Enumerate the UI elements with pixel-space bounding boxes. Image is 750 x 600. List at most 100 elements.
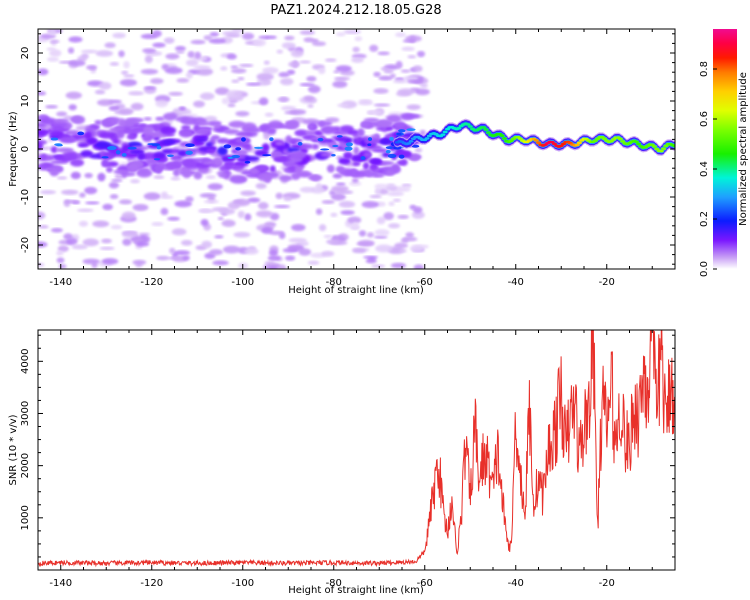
heatmap-noise-blob [46, 47, 56, 51]
heatmap-noise-blob [108, 181, 120, 189]
heatmap-noise-blob [373, 71, 381, 77]
heatmap-noise-blob [332, 80, 348, 88]
heatmap-noise-blob [114, 109, 133, 115]
heatmap-noise-blob [130, 102, 144, 111]
heatmap-band-blob [121, 143, 131, 153]
heatmap-noise-blob [160, 191, 168, 198]
heatmap-noise-blob [263, 132, 271, 140]
heatmap-noise-blob [81, 49, 98, 54]
heatmap-band-blob [193, 171, 203, 180]
heatmap-noise-blob [214, 235, 224, 239]
heatmap-band-blob [344, 170, 353, 176]
heatmap-noise-blob [395, 32, 407, 38]
colorbar-ticks: 0.0 0.2 0.4 0.6 0.8 [699, 61, 717, 277]
heatmap-band-blob [229, 174, 248, 184]
snr-x-tick-label: -140 [49, 578, 72, 589]
heatmap-noise-blob [176, 78, 190, 83]
spectrogram-x-tick-label: -100 [231, 277, 254, 288]
heatmap-noise-blob [276, 49, 284, 54]
heatmap-noise-blob [233, 199, 244, 204]
heatmap-band-blob [228, 120, 246, 128]
heatmap-noise-blob [277, 97, 290, 102]
heatmap-noise-blob [222, 31, 240, 36]
heatmap-band-blob [290, 150, 307, 160]
heatmap-noise-blob [318, 67, 326, 75]
heatmap-noise-blob [220, 66, 228, 71]
heatmap-noise-blob [383, 69, 394, 74]
heatmap-noise-blob [401, 46, 415, 51]
heatmap-ridge-core [574, 143, 580, 147]
heatmap-noise-blob [143, 86, 157, 90]
heatmap-noise-blob [298, 248, 312, 256]
heatmap-noise-blob [315, 208, 323, 215]
heatmap-band-blob [97, 172, 106, 182]
heatmap-noise-blob [343, 29, 362, 35]
heatmap-noise-blob [164, 66, 183, 75]
heatmap-band-blob [287, 147, 300, 153]
heatmap-noise-blob [255, 210, 273, 218]
heatmap-noise-blob [255, 183, 267, 190]
heatmap-ridge-core [633, 140, 639, 144]
heatmap-noise-blob [291, 223, 306, 232]
heatmap-band-blob [311, 143, 319, 150]
heatmap-noise-blob [94, 89, 106, 95]
heatmap-band-blob [38, 141, 43, 151]
heatmap-band-blob [213, 156, 223, 166]
heatmap-noise-blob [349, 181, 362, 186]
spectrogram-x-ticks: -140 -120 -100 -80 -60 -40 -20 [37, 29, 676, 288]
heatmap-noise-blob [119, 79, 138, 87]
heatmap-noise-blob [326, 239, 340, 245]
heatmap-band-blob [347, 129, 359, 135]
heatmap-noise-blob [409, 204, 417, 210]
heatmap-band-blob [195, 129, 210, 136]
heatmap-noise-blob [50, 227, 63, 233]
heatmap-bright-spot [360, 156, 366, 161]
heatmap-band-blob [163, 139, 176, 145]
spectrogram-y-ticks: -20 -10 0 10 20 [20, 33, 675, 265]
heatmap-bright-spot [385, 146, 394, 150]
heatmap-band-blob [257, 173, 273, 182]
heatmap-noise-blob [351, 57, 364, 63]
heatmap-noise-blob [397, 214, 410, 219]
heatmap-band-blob [275, 141, 284, 146]
heatmap-noise-blob [415, 88, 430, 96]
heatmap-ridge-core [592, 139, 598, 142]
heatmap-ridge-core [576, 141, 582, 145]
heatmap-noise-blob [335, 65, 352, 72]
heatmap-noise-blob [77, 208, 94, 213]
heatmap-bright-spot [262, 154, 272, 157]
heatmap-noise-blob [212, 260, 229, 266]
heatmap-noise-blob [283, 196, 292, 202]
heatmap-noise-blob [287, 244, 304, 251]
heatmap-band-blob [155, 165, 163, 174]
heatmap-noise-blob [110, 224, 123, 230]
spectrogram-x-tick-label: -60 [417, 277, 433, 288]
heatmap-noise-blob [411, 211, 425, 219]
snr-y-tick-label: 2000 [20, 453, 31, 478]
heatmap-noise-blob [38, 225, 49, 229]
heatmap-ridge-core [672, 144, 675, 148]
heatmap-noise-blob [402, 39, 416, 43]
heatmap-band-blob [279, 175, 293, 182]
heatmap-band-blob [165, 161, 182, 170]
heatmap-band-blob [218, 172, 228, 178]
heatmap-bright-spot [320, 148, 330, 151]
heatmap-noise-blob [193, 100, 205, 108]
heatmap-noise-blob [185, 196, 194, 203]
heatmap-noise-blob [299, 186, 315, 193]
heatmap-noise-blob [373, 103, 391, 107]
heatmap-bright-spot [185, 150, 193, 155]
heatmap-noise-blob [203, 35, 213, 41]
heatmap-noise-blob [378, 75, 393, 81]
heatmap-noise-blob [85, 201, 100, 205]
heatmap-band-blob [267, 127, 277, 135]
heatmap-noise-blob [369, 194, 382, 199]
snr-x-ticks: -140 -120 -100 -80 -60 -40 -20 [37, 330, 676, 589]
spectrogram-y-label: Frequency (Hz) [8, 111, 19, 187]
heatmap-noise-blob [161, 63, 169, 71]
heatmap-bright-spot [101, 156, 109, 159]
heatmap-noise-blob [132, 203, 149, 212]
heatmap-bright-spot [107, 145, 117, 151]
snr-panel: -140 -120 -100 -80 -60 -40 -20 1000 2000 3000 400… [8, 329, 676, 596]
heatmap-band-blob [246, 126, 261, 134]
